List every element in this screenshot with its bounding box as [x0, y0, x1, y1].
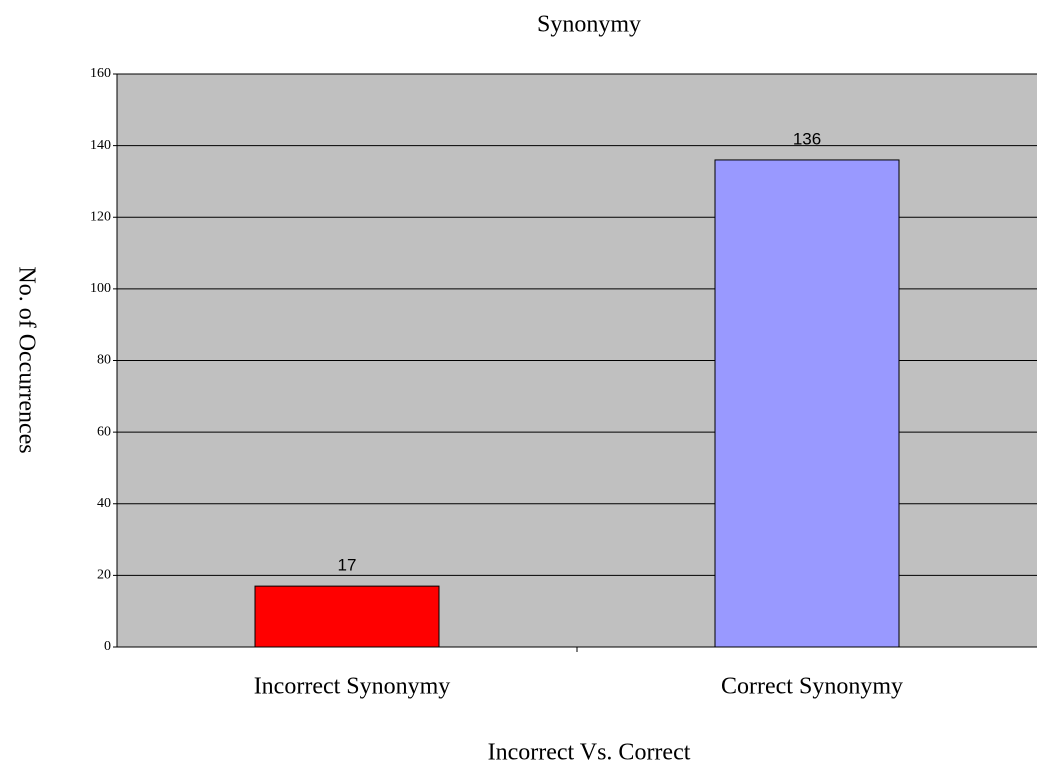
- y-tick-label: 140: [90, 138, 111, 153]
- data-label: 136: [793, 129, 821, 148]
- y-tick-label: 120: [90, 209, 111, 224]
- bar: [714, 159, 900, 648]
- data-label: 17: [338, 556, 357, 575]
- y-tick-label: 160: [90, 66, 111, 81]
- bar: [254, 585, 440, 648]
- chart-title: Synonymy: [537, 12, 641, 38]
- x-tick-label: Correct Synonymy: [721, 674, 903, 700]
- y-axis-label: No. of Occurrences: [13, 266, 39, 453]
- x-tick-label: Incorrect Synonymy: [254, 674, 451, 700]
- y-tick-label: 100: [90, 281, 111, 296]
- y-tick-label: 20: [97, 568, 111, 583]
- y-tick-label: 0: [104, 639, 111, 654]
- y-tick-label: 60: [97, 424, 111, 439]
- x-axis-label: Incorrect Vs. Correct: [488, 740, 691, 766]
- y-tick-label: 40: [97, 496, 111, 511]
- y-tick-label: 80: [97, 353, 111, 368]
